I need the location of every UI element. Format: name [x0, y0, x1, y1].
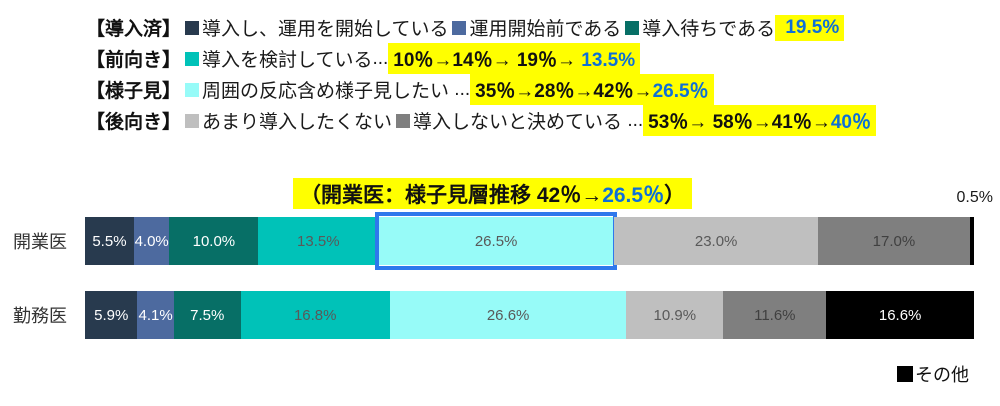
legend-current-value: 19.5%: [785, 16, 840, 38]
legend-trend-values: 35％→28％→42％→: [475, 81, 653, 102]
top-legend: 【導入済】 導入し、運用を開始している 運用開始前である 導入待ちである 19.…: [86, 12, 876, 136]
chart-title-text: （開業医：様子見層推移 42％→: [300, 183, 603, 207]
bar-segment: 13.5%: [258, 217, 379, 265]
legend-current-value: 26.5％: [652, 81, 709, 102]
bar-segment: 5.5%: [85, 217, 134, 265]
legend-row-yosumi: 【様子見】 周囲の反応含め様子見したい ... 35％→28％→42％→26.5…: [86, 74, 876, 105]
legend-item: あまり導入したくない: [181, 107, 392, 134]
bar-row-kaigyoui: 開業医 5.5% 4.0% 10.0% 13.5% 26.5% 23.0% 17.0%: [0, 212, 1000, 270]
legend-group-label: 【後向き】: [86, 112, 182, 133]
legend-highlight: 35％→28％→42％→26.5％: [470, 74, 714, 105]
stacked-bar-kaigyoui: 5.5% 4.0% 10.0% 13.5% 26.5% 23.0% 17.0%: [85, 212, 974, 270]
other-legend: その他: [897, 361, 969, 387]
legend-item-label: 導入を検討している: [202, 50, 373, 71]
bar-segment: 16.6%: [826, 291, 974, 339]
legend-item: 運用開始前である: [448, 14, 621, 41]
bar-segment: 4.0%: [133, 217, 170, 265]
bar-segment: [969, 217, 974, 265]
legend-swatch-slate: [452, 20, 467, 35]
legend-item: 導入し、運用を開始している: [181, 14, 448, 41]
legend-trend-values: 53％→ 58％→41％→: [648, 112, 831, 133]
segment-value-label: 26.5%: [474, 232, 518, 250]
legend-current-value: 40％: [830, 112, 871, 133]
segment-value-label: 10.0%: [192, 232, 236, 250]
legend-item: 導入待ちである: [621, 14, 775, 41]
legend-swatch-teal: [185, 51, 200, 66]
segment-value-label: 4.1%: [138, 306, 173, 324]
legend-highlight: 19.5%: [775, 14, 845, 41]
segment-value-label: 11.6%: [754, 306, 796, 324]
category-label: 勤務医: [13, 306, 67, 326]
legend-highlight: 53％→ 58％→41％→40％: [643, 105, 876, 136]
other-legend-swatch-black: [897, 366, 913, 382]
legend-group-label: 【導入済】: [86, 19, 182, 40]
legend-item-label: 導入しないと決めている: [413, 112, 623, 133]
legend-row-ushiromuki: 【後向き】 あまり導入したくない 導入しないと決めている ... 53％→ 58…: [86, 105, 876, 136]
legend-item-label: 導入し、運用を開始している: [202, 19, 449, 40]
segment-value-label: 16.6%: [878, 306, 922, 324]
legend-highlight: 10％→14％→ 19％→ 13.5%: [388, 43, 641, 74]
bar-segment: 4.1%: [137, 291, 174, 339]
segment-value-label: 17.0%: [872, 232, 916, 250]
segment-value-label: 7.5%: [190, 306, 225, 324]
legend-swatch-lightcyan: [185, 82, 200, 97]
legend-current-value: 13.5%: [581, 50, 636, 71]
stacked-bar-kinmui: 5.9% 4.1% 7.5% 16.8% 26.6% 10.9% 11.6% 16.6%: [85, 291, 974, 339]
bar-segment: 26.6%: [389, 291, 627, 339]
legend-item-label: 導入待ちである: [642, 19, 776, 40]
segment-value-label: 26.6%: [486, 306, 530, 324]
bar-segment: 11.6%: [723, 291, 827, 339]
legend-row-dounyuzumi: 【導入済】 導入し、運用を開始している 運用開始前である 導入待ちである 19.…: [86, 12, 876, 43]
segment-value-label: 23.0%: [694, 232, 738, 250]
legend-trend-values: 10％→14％→ 19％→: [393, 50, 582, 71]
legend-item-label: あまり導入したくない: [202, 112, 393, 133]
legend-swatch-navy: [185, 20, 200, 35]
legend-swatch-darkgray: [396, 113, 411, 128]
legend-plain-text: ...: [449, 78, 471, 100]
bar-segment: 7.5%: [173, 291, 241, 339]
other-legend-label: その他: [915, 365, 969, 385]
segment-value-label: 4.0%: [134, 232, 169, 250]
legend-plain-text: ...: [372, 47, 389, 69]
legend-item-label: 周囲の反応含め様子見したい: [202, 81, 450, 102]
segment-value-label: 5.5%: [92, 232, 127, 250]
legend-swatch-lightgray: [185, 113, 200, 128]
legend-item-label: 運用開始前である: [469, 19, 622, 40]
legend-item: 周囲の反応含め様子見したい: [181, 76, 449, 103]
chart-title-close-paren: ）: [664, 183, 686, 207]
segment-value-label: 13.5%: [297, 232, 340, 250]
bar-segment: 26.5%: [375, 212, 617, 270]
legend-group-label: 【前向き】: [86, 50, 182, 71]
bar-segment: 10.0%: [169, 217, 259, 265]
bar-segment: 17.0%: [818, 217, 970, 265]
legend-plain-text: ...: [622, 109, 644, 131]
legend-group-label: 【様子見】: [86, 81, 182, 102]
legend-item: 導入を検討している: [181, 45, 372, 72]
segment-value-label: 16.8%: [293, 306, 337, 324]
bar-row-kinmui: 勤務医 5.9% 4.1% 7.5% 16.8% 26.6% 10.9% 11.6% 16.6…: [0, 291, 1000, 339]
chart-title-current-value: 26.5％: [602, 183, 665, 207]
category-label: 開業医: [13, 232, 67, 252]
bar-segment: 23.0%: [613, 217, 819, 265]
legend-row-maemuki: 【前向き】 導入を検討している ... 10％→14％→ 19％→ 13.5%: [86, 43, 876, 74]
legend-swatch-darkteal: [625, 20, 640, 35]
bar-segment: 5.9%: [85, 291, 138, 339]
bar-segment: 16.8%: [240, 291, 390, 339]
bar-segment: 10.9%: [626, 291, 724, 339]
outside-value-label: 0.5%: [956, 189, 993, 206]
segment-value-label: 10.9%: [653, 306, 697, 324]
chart-title: （開業医：様子見層推移 42％→ 26.5％）: [293, 178, 693, 209]
legend-item: 導入しないと決めている: [392, 107, 622, 134]
segment-value-label: 5.9%: [94, 306, 129, 324]
